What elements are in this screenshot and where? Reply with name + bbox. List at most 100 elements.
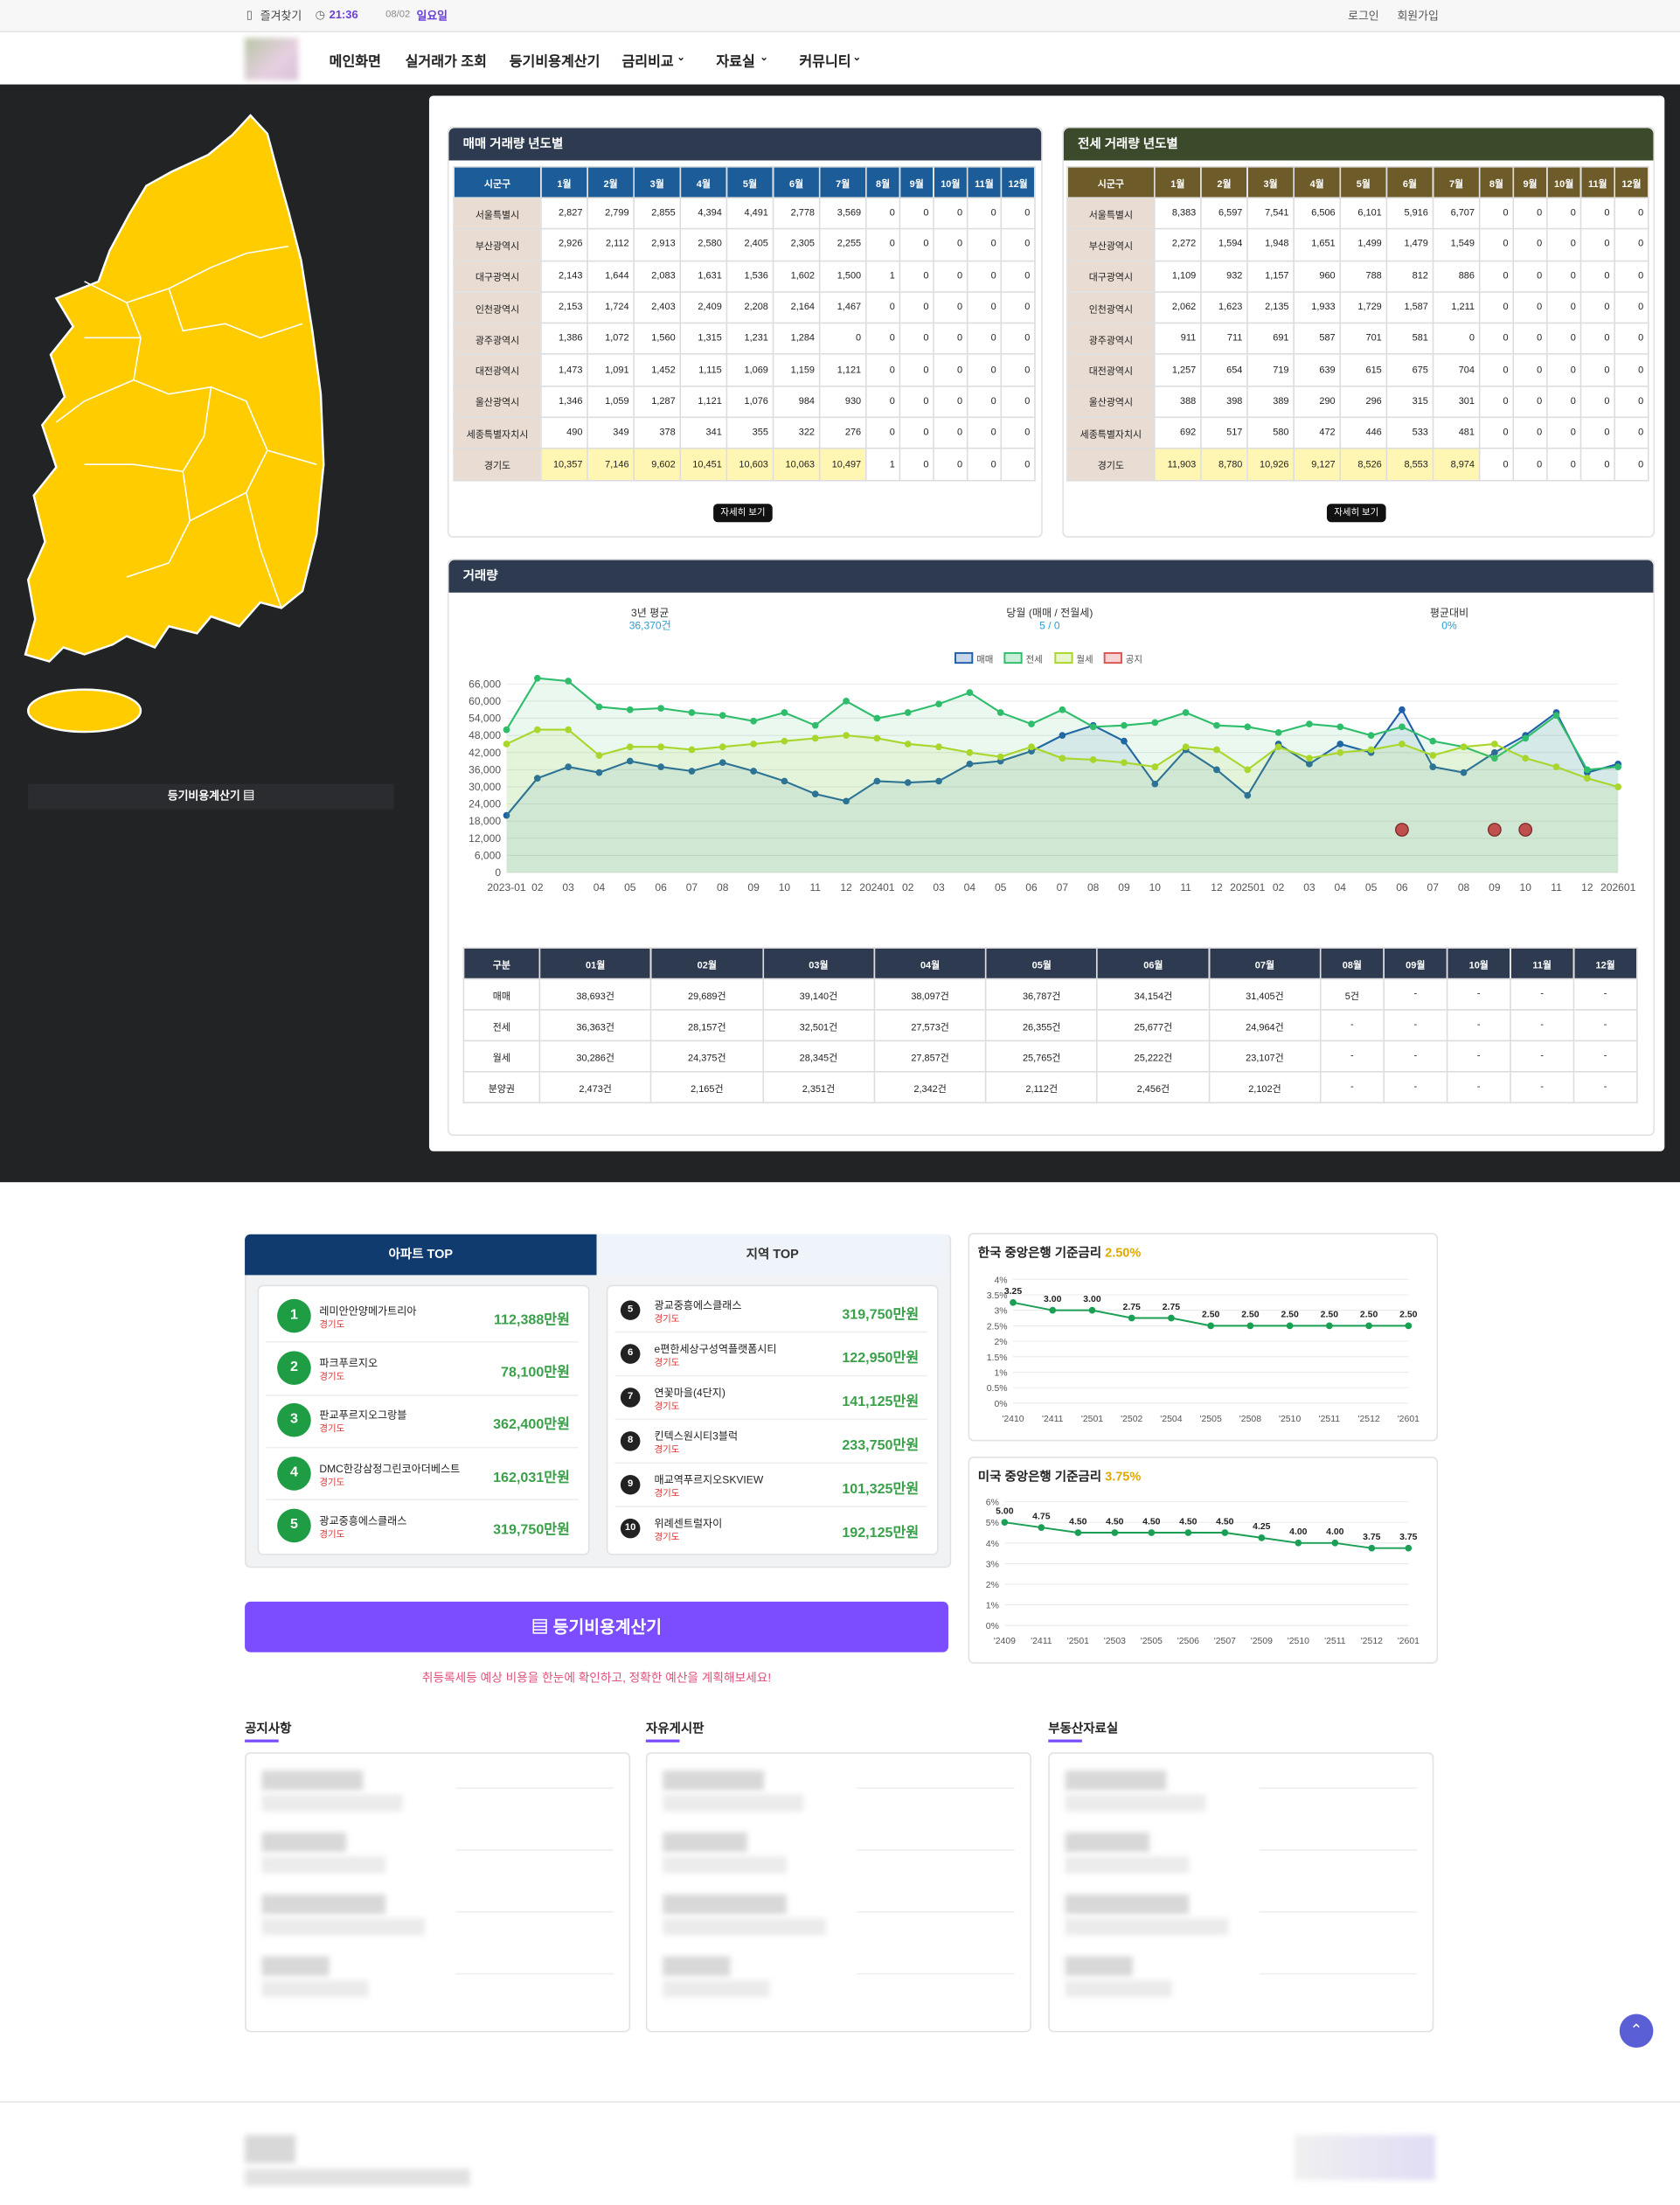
rank-badge: 7 bbox=[620, 1387, 641, 1407]
cell: 2,799 bbox=[587, 197, 635, 230]
table-row: 광주광역시 1,386 1,072 1,560 1,315 1,231 1,284 0 0 0 0 0… bbox=[453, 322, 1036, 356]
cell: 38,693건 bbox=[538, 977, 652, 1011]
cell: 1,549 bbox=[1432, 228, 1481, 261]
nav-item[interactable]: 등기비용계산기 bbox=[509, 54, 600, 71]
x-tick-label: 07 bbox=[1057, 881, 1069, 894]
cell: 276 bbox=[818, 416, 867, 450]
detail-button[interactable]: 자세히 보기 bbox=[713, 504, 773, 523]
apt-region: 경기도 bbox=[319, 1372, 345, 1382]
cell: 388 bbox=[1153, 385, 1202, 419]
cell: 0 bbox=[966, 260, 1003, 293]
point bbox=[1522, 755, 1530, 762]
button-label: 등기비용계산기 bbox=[552, 1617, 663, 1638]
cell: 296 bbox=[1339, 385, 1388, 419]
row-label: 울산광역시 bbox=[453, 385, 542, 419]
cell: 1,159 bbox=[772, 353, 821, 387]
value-label: 4.50 bbox=[1069, 1517, 1087, 1527]
cell: 7,146 bbox=[587, 448, 635, 482]
x-tick-label: 06 bbox=[1025, 881, 1038, 894]
point bbox=[843, 698, 850, 705]
nav-item[interactable]: 자료실 bbox=[716, 54, 755, 71]
point bbox=[843, 732, 850, 739]
tab-active[interactable]: 아파트 TOP bbox=[245, 1234, 597, 1276]
header-cell: 10월 bbox=[1546, 165, 1582, 198]
x-tick-label: '2501 bbox=[1067, 1637, 1089, 1646]
tab[interactable]: 지역 TOP bbox=[596, 1234, 948, 1276]
y-tick-label: 6,000 bbox=[475, 849, 501, 861]
cell: 0 bbox=[1614, 416, 1649, 450]
cell: - bbox=[1319, 1009, 1385, 1042]
point bbox=[996, 753, 1004, 761]
row-label: 경기도 bbox=[453, 448, 542, 482]
point bbox=[1429, 737, 1437, 745]
login[interactable]: 로그인 bbox=[1348, 10, 1379, 23]
apt-item: 6 e편한세상구성역플랫폼시티 경기도 122,950만원 bbox=[614, 1332, 927, 1377]
x-tick-label: '2512 bbox=[1361, 1637, 1383, 1646]
scroll-top-button[interactable]: ⌃ bbox=[1619, 2014, 1654, 2048]
header-cell: 12월 bbox=[1000, 165, 1036, 198]
point bbox=[1399, 741, 1406, 748]
calculator-button[interactable]: ▤ 등기비용계산기 bbox=[245, 1601, 948, 1652]
point bbox=[1429, 763, 1437, 770]
cell: 322 bbox=[772, 416, 821, 450]
cell: - bbox=[1510, 1040, 1575, 1073]
point bbox=[1552, 763, 1560, 770]
point bbox=[1399, 706, 1406, 713]
map-calculator-button[interactable]: 등기비용계산기 ▤ bbox=[28, 783, 394, 810]
x-tick-label: 04 bbox=[594, 881, 606, 894]
row-label: 전세 bbox=[462, 1009, 541, 1042]
cell: 0 bbox=[1614, 291, 1649, 324]
cell: 0 bbox=[966, 385, 1003, 419]
cell: 1,651 bbox=[1293, 228, 1342, 261]
cell: 0 bbox=[1000, 416, 1036, 450]
row-label: 부산광역시 bbox=[1066, 228, 1156, 261]
table-row: 경기도 10,357 7,146 9,602 10,451 10,603 10,063 10,… bbox=[453, 448, 1036, 482]
cell: 0 bbox=[1579, 291, 1615, 324]
table-row: 부산광역시 2,272 1,594 1,948 1,651 1,499 1,479 1,549… bbox=[1066, 228, 1649, 261]
cell: 26,355건 bbox=[985, 1009, 1099, 1042]
blurred-content bbox=[1065, 1956, 1133, 1977]
table-row: 대구광역시 1,109 932 1,157 960 788 812 886 0 0 0 0 0 bbox=[1066, 260, 1649, 293]
point bbox=[503, 726, 510, 734]
header-cell: 1월 bbox=[1153, 165, 1202, 198]
y-tick-label: 3% bbox=[994, 1307, 1007, 1317]
cell: 1,499 bbox=[1339, 228, 1388, 261]
apt-item: 4 DMC한강삼정그린코아더베스트 경기도 162,031만원 bbox=[266, 1447, 579, 1501]
cell: 0 bbox=[899, 197, 934, 230]
cell: 0 bbox=[1579, 322, 1615, 356]
cell: 0 bbox=[1000, 353, 1036, 387]
nav-item[interactable]: 실거래가 조회 bbox=[405, 54, 487, 71]
cell: - bbox=[1572, 1040, 1638, 1073]
cell: 0 bbox=[1579, 416, 1615, 450]
table-row: 광주광역시 911 711 691 587 701 581 0 0 0 0 0 0 bbox=[1066, 322, 1649, 356]
x-tick-label: '2512 bbox=[1357, 1415, 1379, 1424]
point bbox=[1331, 1539, 1339, 1547]
point bbox=[1151, 763, 1159, 770]
cell: 2,456건 bbox=[1096, 1070, 1211, 1104]
cell: 0 bbox=[1478, 416, 1515, 450]
logo[interactable] bbox=[245, 38, 299, 80]
x-tick-label: 02 bbox=[1273, 881, 1285, 894]
korea-map[interactable] bbox=[0, 85, 422, 789]
apt-name: 광교중흥에스클래스 bbox=[654, 1297, 742, 1311]
cell: - bbox=[1319, 1040, 1385, 1073]
point bbox=[904, 779, 912, 786]
tbody: 시군구 1월 2월 3월 4월 5월 6월 7월 8월 9월 10월 11월 12월 서울특별시 8,383… bbox=[1066, 165, 1649, 482]
table-row: 울산광역시 388 398 389 290 296 315 301 0 0 0 0 0 bbox=[1066, 385, 1649, 419]
signup[interactable]: 회원가입 bbox=[1397, 10, 1439, 23]
x-tick-label: 03 bbox=[1303, 881, 1316, 894]
nav-item[interactable]: 금리비교 bbox=[621, 54, 674, 71]
row-label: 매매 bbox=[462, 977, 541, 1011]
cell: - bbox=[1572, 977, 1638, 1011]
cell: 615 bbox=[1339, 353, 1388, 387]
detail-button[interactable]: 자세히 보기 bbox=[1326, 504, 1386, 523]
bookmark[interactable]: 즐겨찾기 bbox=[260, 10, 302, 23]
stat-label: 3년 평균 bbox=[631, 607, 669, 619]
cell: 24,964건 bbox=[1208, 1009, 1322, 1042]
nav-item[interactable]: 커뮤니티 bbox=[799, 54, 851, 71]
x-tick-label: 03 bbox=[933, 881, 945, 894]
point bbox=[935, 700, 942, 708]
apt-price: 101,325만원 bbox=[842, 1481, 920, 1497]
cell: 0 bbox=[864, 197, 901, 230]
nav-item[interactable]: 메인화면 bbox=[329, 54, 381, 71]
